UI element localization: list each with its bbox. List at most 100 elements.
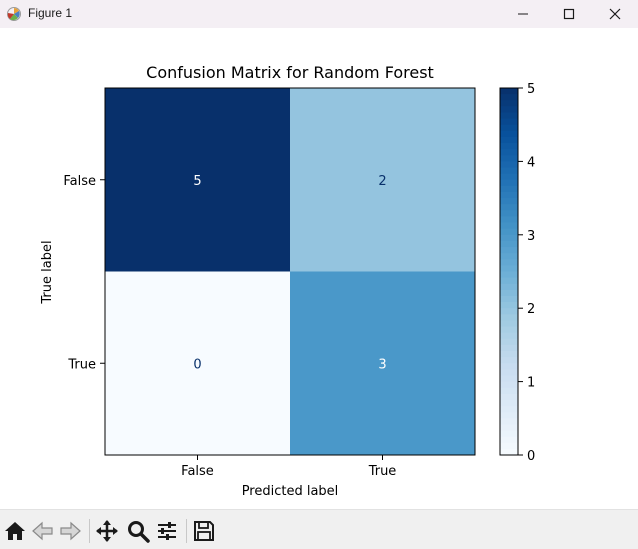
colorbar-segment — [500, 308, 518, 315]
home-button[interactable] — [2, 518, 28, 544]
colorbar-segment — [500, 161, 518, 169]
heatmap-cell — [290, 271, 475, 455]
colorbar-segment — [500, 88, 518, 95]
colorbar-segment — [500, 112, 518, 120]
heatmap-cell — [105, 88, 290, 272]
colorbar-tick-label: 0 — [527, 449, 535, 464]
colorbar-segment — [500, 253, 518, 260]
colorbar-segment — [500, 302, 518, 309]
chart-title: Confusion Matrix for Random Forest — [146, 63, 434, 82]
colorbar-segment — [500, 289, 518, 297]
colorbar-segment — [500, 387, 518, 395]
home-icon — [5, 522, 25, 540]
toolbar-separator — [89, 519, 90, 543]
colorbar-segment — [500, 204, 518, 211]
cell-value-label: 0 — [193, 357, 201, 372]
maximize-button[interactable] — [546, 0, 592, 28]
colorbar-segment — [500, 228, 518, 236]
forward-button[interactable] — [57, 518, 83, 544]
back-icon — [32, 521, 53, 541]
colorbar-segment — [500, 247, 518, 254]
cell-value-label: 2 — [378, 174, 386, 189]
axes-frame — [104, 87, 476, 456]
colorbar-segment — [500, 399, 518, 407]
colorbar-segment — [500, 369, 518, 377]
heatmap-cells: 5 2 0 3 False True False True — [63, 87, 476, 479]
colorbar-segment — [500, 406, 518, 413]
colorbar-tick-label: 5 — [527, 82, 535, 97]
colorbar-segment — [500, 295, 518, 303]
x-tick-label: True — [368, 464, 397, 479]
save-button[interactable] — [191, 518, 217, 544]
minimize-button[interactable] — [500, 0, 546, 28]
cell-value-label: 5 — [193, 174, 201, 189]
colorbar-segment — [500, 143, 518, 150]
colorbar-segment — [500, 198, 518, 205]
maximize-icon — [563, 8, 575, 20]
colorbar-segment — [500, 412, 518, 419]
colorbar-segment — [500, 173, 518, 181]
y-axis-label: True label — [40, 240, 55, 304]
colorbar-segment — [500, 442, 518, 450]
zoom-button[interactable] — [125, 518, 151, 544]
colorbar-segment — [500, 344, 518, 352]
colorbar-segment — [500, 351, 518, 358]
colorbar-segment — [500, 222, 518, 230]
colorbar-segment — [500, 118, 518, 126]
close-button[interactable] — [592, 0, 638, 28]
colorbar-segment — [500, 234, 518, 242]
colorbar-segment — [500, 277, 518, 285]
colorbar-segment — [500, 338, 518, 346]
colorbar-segment — [500, 332, 518, 340]
x-tick-label: False — [181, 464, 214, 479]
navigation-toolbar — [0, 509, 638, 549]
cell-value-label: 3 — [378, 357, 386, 372]
forward-icon — [60, 521, 81, 541]
x-axis-label: Predicted label — [242, 484, 339, 499]
colorbar-segment — [500, 283, 518, 291]
y-tick-label: False — [63, 174, 96, 189]
y-tick-label: True — [67, 357, 96, 372]
figure-canvas[interactable]: Confusion Matrix for Random Forest Predi… — [0, 28, 638, 509]
colorbar-segment — [500, 94, 518, 101]
colorbar-segment — [500, 381, 518, 389]
colorbar-segment — [500, 448, 518, 456]
colorbar-segment — [500, 130, 518, 138]
pan-icon — [96, 520, 118, 542]
minimize-icon — [518, 13, 528, 15]
colorbar-segment — [500, 100, 518, 107]
colorbar-segment — [500, 149, 518, 156]
colorbar-tick-label: 4 — [527, 155, 535, 170]
colorbar: 0 1 2 3 4 5 — [499, 82, 535, 464]
heatmap-cell — [290, 88, 475, 272]
configure-subplots-button[interactable] — [154, 518, 180, 544]
colorbar-segment — [500, 155, 518, 162]
colorbar-segment — [500, 430, 518, 438]
colorbar-segment — [500, 106, 518, 114]
colorbar-segment — [500, 179, 518, 187]
colorbar-segment — [500, 375, 518, 383]
colorbar-segment — [500, 210, 518, 218]
colorbar-segment — [500, 363, 518, 370]
colorbar-segment — [500, 326, 518, 334]
window-titlebar: Figure 1 — [0, 0, 638, 28]
configure-subplots-icon — [158, 522, 176, 540]
save-icon — [194, 521, 214, 541]
colorbar-segment — [500, 265, 518, 273]
zoom-icon — [128, 521, 150, 543]
colorbar-frame — [499, 87, 519, 456]
pan-button[interactable] — [94, 518, 120, 544]
close-icon — [609, 8, 621, 20]
back-button[interactable] — [30, 518, 56, 544]
colorbar-segment — [500, 418, 518, 426]
colorbar-segment — [500, 357, 518, 364]
colorbar-segment — [500, 167, 518, 175]
colorbar-segment — [500, 271, 518, 279]
colorbar-segment — [500, 136, 518, 144]
toolbar-separator — [186, 519, 187, 543]
colorbar-segment — [500, 259, 518, 266]
colorbar-tick-label: 1 — [527, 376, 535, 391]
colorbar-segment — [500, 436, 518, 444]
colorbar-segment — [500, 185, 518, 193]
colorbar-segment — [500, 424, 518, 432]
